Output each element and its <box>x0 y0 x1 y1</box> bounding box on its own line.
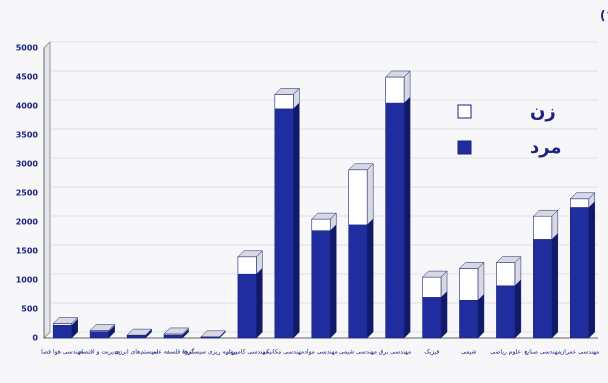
x-tick-label: مهندسی مواد <box>304 349 338 356</box>
y-tick-label: 4500 <box>16 73 39 82</box>
bar <box>569 198 590 208</box>
bar-side <box>551 232 559 339</box>
bar-top <box>311 212 337 220</box>
bar-top <box>348 163 374 171</box>
bar <box>237 256 257 275</box>
bar-side <box>366 163 374 226</box>
back-wall <box>43 40 51 340</box>
bar <box>533 215 553 240</box>
bar-side <box>366 218 374 339</box>
bar-top <box>421 270 448 278</box>
bar-side <box>588 200 596 339</box>
bar-top <box>163 327 190 335</box>
bar <box>126 335 146 339</box>
bar <box>569 207 590 339</box>
x-tick-label: مهندسی برق <box>379 349 412 356</box>
bar <box>422 276 442 298</box>
bar-top <box>200 330 227 338</box>
bar <box>385 76 405 104</box>
bar-side <box>440 290 448 339</box>
x-tick-label: گروه فلسفه علم <box>152 348 194 356</box>
x-tick-label: فیزیک <box>424 349 439 356</box>
bar-side <box>477 261 485 301</box>
chart-title: نمودار آماری تعداد نفرات فارغ التحصیل دا… <box>600 8 608 24</box>
bar <box>311 230 331 339</box>
bar-side <box>403 96 411 339</box>
y-tick-label: 2000 <box>16 218 39 227</box>
bar-side <box>293 102 300 339</box>
bar-top <box>532 209 559 217</box>
bar-side <box>329 224 337 339</box>
y-tick-label: 3000 <box>16 160 39 169</box>
x-tick-label: مهندسی صنایع <box>524 349 560 356</box>
bar <box>496 285 516 339</box>
legend-swatch <box>457 140 472 155</box>
y-tick-label: 4000 <box>16 102 39 111</box>
bar <box>52 324 73 339</box>
bar <box>311 218 331 232</box>
bar-top <box>495 256 522 263</box>
bar <box>385 102 405 339</box>
bar <box>52 323 73 326</box>
bar <box>459 268 479 301</box>
legend-label: مرد <box>530 137 562 158</box>
x-tick-label: علوم ریاضی <box>490 349 521 356</box>
y-tick-label: 1500 <box>16 247 39 256</box>
y-tick-label: 0 <box>32 334 38 343</box>
bar <box>274 108 294 339</box>
y-tick-label: 500 <box>21 305 38 314</box>
bar <box>89 331 109 339</box>
y-tick-label: 5000 <box>16 44 39 53</box>
legend-label: زن <box>530 101 556 122</box>
bar-side <box>514 279 522 339</box>
bar-top <box>458 262 485 269</box>
bar-top <box>126 328 153 336</box>
bar <box>237 273 257 339</box>
y-tick-label: 3500 <box>16 131 39 140</box>
bar-top <box>569 192 596 200</box>
x-tick-label: مهندسی شیمی <box>339 349 377 356</box>
bar-top <box>274 88 300 95</box>
x-tick-label: شیمی <box>461 349 476 356</box>
y-tick-label: 2500 <box>16 189 39 198</box>
bar <box>422 297 442 339</box>
y-tick-label: 1000 <box>16 276 39 285</box>
bar <box>274 94 294 110</box>
bar-top <box>385 70 411 78</box>
legend-swatch <box>457 104 472 119</box>
bar <box>348 224 368 339</box>
x-tick-label: برنامه ریزی سیستم‌ها <box>183 349 238 356</box>
bar-side <box>477 293 485 339</box>
x-tick-label: مهندسی هوا فضا <box>41 349 84 356</box>
bar-top <box>237 250 263 258</box>
bar <box>348 169 368 226</box>
bar-top <box>52 317 79 324</box>
x-tick-label: مدیریت و اقتصاد <box>79 349 121 356</box>
x-tick-label: سیستم‌های انرژی <box>114 349 158 356</box>
bar <box>459 299 479 339</box>
x-tick-label: مهندسی مکانیک <box>264 349 304 356</box>
bar <box>533 239 553 339</box>
x-tick-label: مهندسی عمران <box>560 349 599 356</box>
bar-side <box>256 267 263 339</box>
bar <box>496 262 516 287</box>
x-tick-label: مهندسی کامپیوتر <box>225 349 268 356</box>
bar <box>163 334 183 339</box>
bar-top <box>89 324 116 331</box>
